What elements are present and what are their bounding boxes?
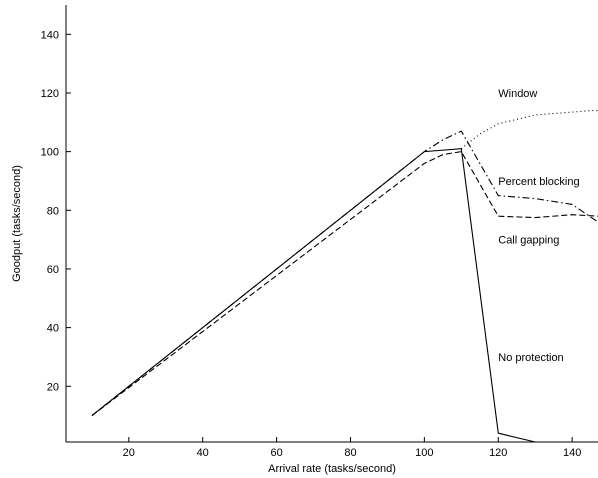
y-tick-label: 60	[47, 264, 59, 276]
y-tick-label: 120	[41, 88, 59, 100]
y-tick-label: 40	[47, 323, 59, 335]
annotation-call-gapping: Call gapping	[498, 235, 559, 247]
annotation-no-protection: No protection	[498, 352, 563, 364]
annotation-window: Window	[498, 88, 537, 100]
x-tick-label: 20	[123, 447, 135, 459]
x-axis-label: Arrival rate (tasks/second)	[268, 463, 396, 475]
series-line-no-protection	[91, 148, 536, 443]
x-tick-label: 40	[197, 447, 209, 459]
x-tick-label: 80	[344, 447, 356, 459]
series-layer	[91, 110, 598, 443]
x-tick-label: 100	[415, 447, 433, 459]
series-line-call-gapping	[91, 150, 598, 417]
y-tick-label: 80	[47, 205, 59, 217]
x-tick-label: 60	[270, 447, 282, 459]
y-tick-label: 140	[41, 29, 59, 41]
series-line-percent-blocking	[91, 130, 598, 417]
x-tick-label: 140	[563, 447, 581, 459]
series-line-window	[460, 110, 598, 150]
y-tick-label: 100	[41, 147, 59, 159]
y-tick-label: 20	[47, 381, 59, 393]
annotation-percent-blocking: Percent blocking	[498, 176, 579, 188]
annotation-layer: Window Percent blocking Call gapping No pro…	[498, 88, 579, 364]
x-tick-label: 120	[489, 447, 507, 459]
y-axis-label: Goodput (tasks/second)	[11, 165, 23, 282]
axes: 20 40 60 80 100 120 140 20 40 60 80 100 120 140	[41, 5, 598, 459]
